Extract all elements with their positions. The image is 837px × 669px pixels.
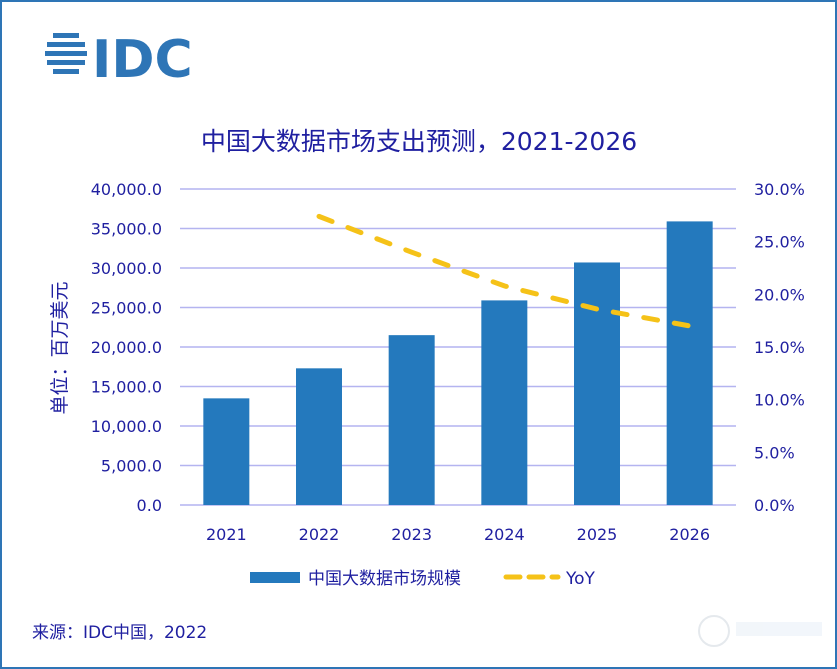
y2-tick-label: 10.0% (754, 391, 805, 410)
legend-swatch-bar (250, 572, 300, 583)
x-tick-label: 2021 (206, 525, 247, 544)
y2-tick-label: 25.0% (754, 233, 805, 252)
y2-tick-label: 5.0% (754, 443, 795, 462)
logo-stripe (47, 60, 85, 65)
grid (180, 188, 736, 506)
source-note: 来源：IDC中国，2022 (32, 623, 207, 643)
y2-tick-label: 20.0% (754, 285, 805, 304)
bar-2021 (203, 398, 250, 505)
bar-2025 (574, 262, 620, 505)
y-tick-label: 5,000.0 (101, 457, 162, 476)
logo-stripe (53, 69, 79, 74)
bar-2024 (481, 300, 528, 505)
y-tick-label: 10,000.0 (91, 417, 162, 436)
bars (203, 221, 713, 505)
watermark-logo (698, 615, 822, 647)
y2-tick-label: 0.0% (754, 496, 795, 515)
y-tick-label: 35,000.0 (91, 220, 162, 239)
bar-2023 (388, 335, 435, 505)
bar-2022 (296, 368, 342, 505)
y-tick-label: 20,000.0 (91, 338, 162, 357)
x-tick-label: 2024 (484, 525, 525, 544)
y-tick-label: 15,000.0 (91, 378, 162, 397)
x-tick-label: 2022 (299, 525, 340, 544)
chart-title: 中国大数据市场支出预测，2021-2026 (201, 127, 637, 156)
bar-2026 (666, 221, 713, 505)
logo-text: IDC (92, 30, 193, 90)
y2-tick-label: 15.0% (754, 338, 805, 357)
y-axis-right: 0.0% 5.0% 10.0% 15.0% 20.0% 25.0% 30.0% (754, 180, 805, 515)
legend-label-line: YoY (565, 569, 596, 589)
legend-label-bar: 中国大数据市场规模 (308, 569, 461, 589)
x-axis: 2021 2022 2023 2024 2025 2026 (206, 525, 710, 544)
x-tick-label: 2023 (391, 525, 432, 544)
logo-stripe (45, 51, 87, 56)
y-tick-label: 40,000.0 (91, 180, 162, 199)
idc-logo: IDC (45, 30, 193, 90)
legend: 中国大数据市场规模 YoY (250, 569, 596, 589)
y2-tick-label: 30.0% (754, 180, 805, 199)
y-tick-label: 0.0 (137, 496, 162, 515)
x-tick-label: 2026 (669, 525, 710, 544)
x-tick-label: 2025 (577, 525, 618, 544)
y-axis-label: 单位：百万美元 (49, 281, 71, 414)
y-axis-left: 0.0 5,000.0 10,000.0 15,000.0 20,000.0 25,000… (91, 180, 162, 515)
logo-stripe (53, 33, 79, 38)
logo-stripe (47, 42, 85, 47)
y-tick-label: 30,000.0 (91, 259, 162, 278)
yoy-line (316, 213, 693, 329)
y-tick-label: 25,000.0 (91, 299, 162, 318)
